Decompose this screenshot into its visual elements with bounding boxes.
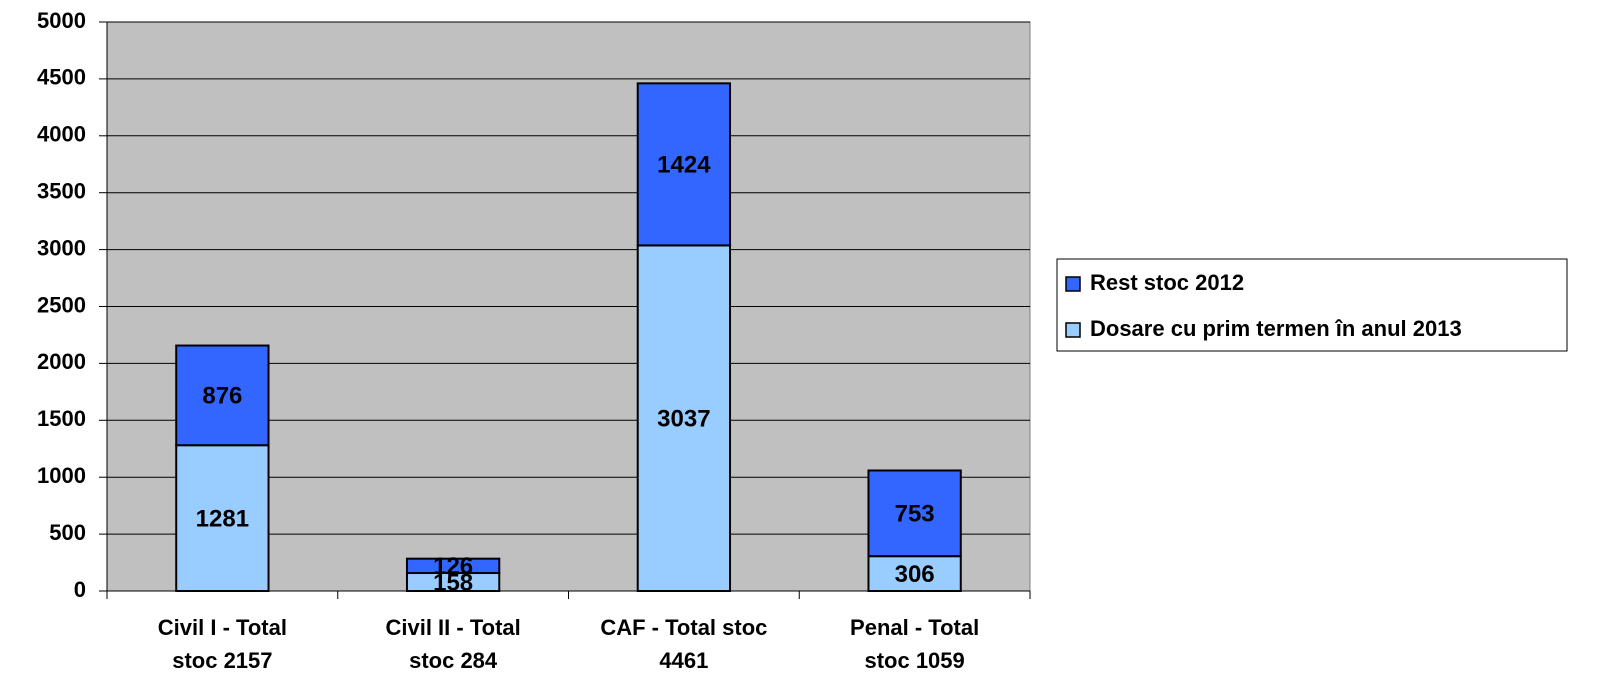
data-label: 306: [895, 561, 935, 588]
legend-swatch: [1065, 322, 1081, 338]
y-tick-label: 2500: [37, 292, 86, 317]
bar-segment: [636, 82, 732, 247]
x-tick-label: Penal - Total: [850, 615, 979, 640]
x-tick-label: 4461: [659, 648, 708, 673]
data-label: 1424: [657, 152, 711, 179]
y-tick-label: 0: [74, 577, 86, 602]
x-tick-label: stoc 1059: [864, 648, 964, 673]
x-tick-label: Civil II - Total: [385, 615, 520, 640]
legend-box: [1056, 258, 1568, 352]
y-tick-label: 2000: [37, 349, 86, 374]
bar-segment: [405, 557, 501, 575]
bar-segment: [867, 555, 962, 592]
y-tick-label: 1000: [37, 463, 86, 488]
legend-swatch: [1065, 276, 1081, 292]
legend-label: Dosare cu prim termen în anul 2013: [1090, 316, 1462, 341]
y-tick-label: 4000: [37, 122, 86, 147]
data-label: 1281: [196, 505, 249, 532]
bar-segment: [867, 469, 962, 558]
y-tick-label: 500: [49, 520, 86, 545]
y-tick-label: 4500: [37, 65, 86, 90]
bar-segment: [636, 244, 732, 592]
x-tick-label: CAF - Total stoc: [600, 615, 767, 640]
y-tick-label: 3500: [37, 179, 86, 204]
bar-segment: [175, 344, 270, 447]
data-label: 126: [433, 553, 473, 580]
bar-segment: [175, 444, 270, 592]
data-label: 3037: [657, 406, 710, 433]
x-tick-label: stoc 284: [409, 648, 498, 673]
legend-label: Rest stoc 2012: [1090, 270, 1244, 295]
x-tick-label: stoc 2157: [172, 648, 272, 673]
data-label: 876: [202, 383, 242, 410]
y-tick-label: 1500: [37, 406, 86, 431]
data-label: 753: [895, 501, 935, 528]
y-tick-label: 3000: [37, 235, 86, 260]
y-tick-label: 5000: [37, 8, 86, 33]
x-tick-label: Civil I - Total: [158, 615, 287, 640]
